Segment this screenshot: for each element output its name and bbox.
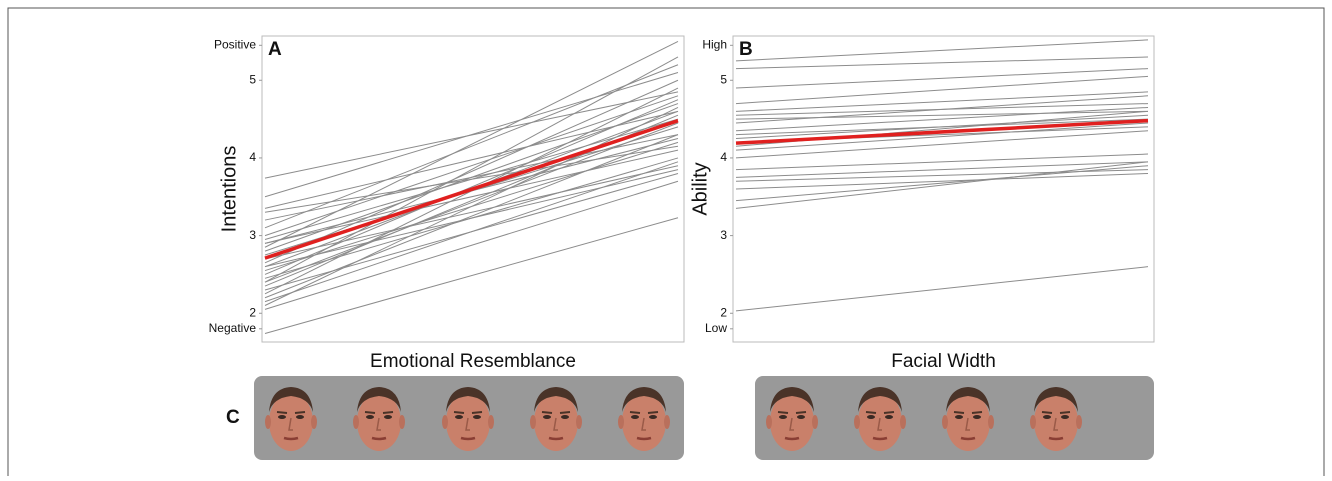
- participant-line: [264, 40, 679, 248]
- y-tick-label: Positive: [214, 37, 256, 51]
- participant-line: [264, 95, 679, 237]
- participant-line: [264, 122, 679, 283]
- participant-line: [735, 68, 1149, 89]
- participant-line: [264, 110, 679, 209]
- participant-line: [264, 64, 679, 229]
- participant-line: [264, 169, 679, 268]
- participant-line: [264, 79, 679, 264]
- y-tick-label: High: [702, 37, 727, 51]
- y-tick-label: 4: [720, 150, 727, 164]
- participant-line: [735, 39, 1149, 62]
- participant-line: [735, 91, 1149, 112]
- participant-line: [264, 103, 679, 252]
- participant-line: [264, 134, 679, 299]
- y-axis-label: Ability: [689, 162, 711, 215]
- y-tick-label: Low: [705, 321, 727, 335]
- participant-line: [735, 75, 1149, 105]
- highlight-line: [735, 118, 1149, 145]
- y-axis-label: Intentions: [218, 146, 240, 233]
- highlight-line: [264, 118, 679, 260]
- participant-line: [735, 161, 1149, 178]
- x-axis-label: Facial Width: [891, 351, 996, 372]
- y-tick-label: 3: [249, 228, 256, 242]
- participant-line: [264, 107, 679, 306]
- x-axis-label: Emotional Resemblance: [370, 351, 576, 372]
- participant-line: [735, 172, 1149, 190]
- participant-line: [264, 165, 679, 260]
- panel-label: B: [739, 39, 753, 60]
- participant-line: [264, 161, 679, 303]
- participant-line: [264, 217, 679, 334]
- participant-line: [735, 56, 1149, 70]
- participant-line: [735, 110, 1149, 120]
- participant-line: [264, 180, 679, 310]
- participant-line: [735, 130, 1149, 159]
- participant-line: [735, 165, 1149, 202]
- participant-line: [735, 106, 1149, 132]
- y-tick-label: 3: [720, 228, 727, 242]
- panel-label: C: [226, 407, 240, 428]
- participant-line: [735, 266, 1149, 312]
- plot-area: [732, 35, 1155, 343]
- participant-line: [264, 56, 679, 283]
- y-tick-label: 2: [249, 305, 256, 319]
- y-tick-label: 5: [249, 72, 256, 86]
- y-tick-label: 4: [249, 150, 256, 164]
- participant-line: [264, 145, 679, 213]
- participant-line: [735, 122, 1149, 151]
- y-tick-label: 2: [720, 305, 727, 319]
- participant-line: [735, 95, 1149, 124]
- participant-line: [264, 72, 679, 198]
- panel-label: A: [268, 39, 282, 60]
- y-tick-label: Negative: [209, 321, 257, 335]
- y-tick-label: 5: [720, 72, 727, 86]
- participant-line: [735, 153, 1149, 171]
- participant-line: [735, 114, 1149, 140]
- participant-line: [735, 161, 1149, 209]
- participant-line: [264, 99, 679, 275]
- participant-line: [264, 149, 679, 244]
